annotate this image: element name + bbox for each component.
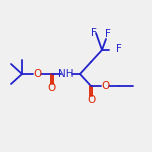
- Text: O: O: [101, 81, 109, 91]
- Text: O: O: [33, 69, 41, 79]
- Text: F: F: [105, 29, 111, 39]
- Text: O: O: [48, 83, 56, 93]
- Text: F: F: [116, 44, 122, 54]
- Text: NH: NH: [58, 69, 74, 79]
- Text: O: O: [87, 95, 95, 105]
- Text: F: F: [91, 28, 97, 38]
